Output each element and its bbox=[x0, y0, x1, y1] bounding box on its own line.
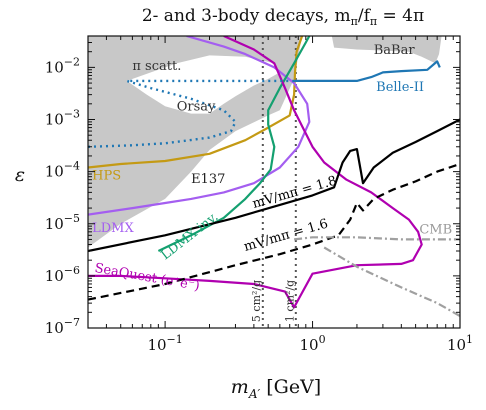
y-tick-label: 10−3 bbox=[45, 108, 80, 129]
label-ratio-16: mV/mπ = 1.6 bbox=[242, 217, 330, 255]
x-tick-label: 10−1 bbox=[147, 333, 182, 354]
label-cmb: CMB bbox=[419, 223, 452, 238]
x-tick-label: 101 bbox=[447, 333, 473, 354]
plot-area: BaBar Belle-II π scatt. Orsay HPS E137 LDMX CMB… bbox=[88, 36, 460, 328]
label-ldmx: LDMX bbox=[92, 221, 134, 236]
plot-frame bbox=[87, 35, 461, 329]
x-tick-label: 100 bbox=[300, 333, 326, 354]
series-cmb bbox=[293, 236, 460, 241]
label-ldmx-inv: LDMX inv. bbox=[158, 210, 221, 264]
region-scatt-hole bbox=[126, 55, 280, 114]
y-axis-label: ε bbox=[15, 164, 25, 186]
label-vline-5cm: 5 cm²/g bbox=[250, 280, 263, 322]
series-ratio-16 bbox=[88, 162, 460, 301]
label-vline-1cm: 1 cm²/g bbox=[283, 280, 296, 322]
series-seaquest bbox=[88, 36, 423, 309]
label-hps: HPS bbox=[92, 169, 121, 184]
y-tick-label: 10−6 bbox=[45, 264, 80, 285]
label-seaquest: SeaQuest (e⁺e⁻) bbox=[93, 261, 200, 294]
axes: 10−1 100 101 10−7 10−6 10−5 10−4 10−3 10−2 bbox=[45, 35, 473, 354]
x-axis-label: mA′ [GeV] bbox=[231, 376, 321, 401]
region-excluded-babar bbox=[331, 36, 442, 64]
label-pi-scatt: π scatt. bbox=[132, 59, 181, 74]
y-tick-label: 10−4 bbox=[45, 160, 80, 181]
label-babar: BaBar bbox=[374, 43, 416, 58]
series-ldmx-inv bbox=[157, 36, 311, 252]
y-tick-label: 10−2 bbox=[45, 55, 80, 76]
series-ldmx bbox=[88, 36, 311, 216]
label-e137: E137 bbox=[191, 172, 225, 187]
series-cmb-tail bbox=[323, 246, 460, 317]
y-tick-label: 10−7 bbox=[45, 316, 80, 337]
series-belle2 bbox=[294, 60, 441, 82]
y-tick-label: 10−5 bbox=[45, 212, 80, 233]
series-ratio-18 bbox=[88, 118, 460, 253]
label-belle-ii: Belle-II bbox=[376, 80, 424, 95]
label-orsay: Orsay bbox=[177, 99, 216, 114]
chart-title: 2- and 3-body decays, mπ/fπ = 4π bbox=[142, 6, 424, 28]
